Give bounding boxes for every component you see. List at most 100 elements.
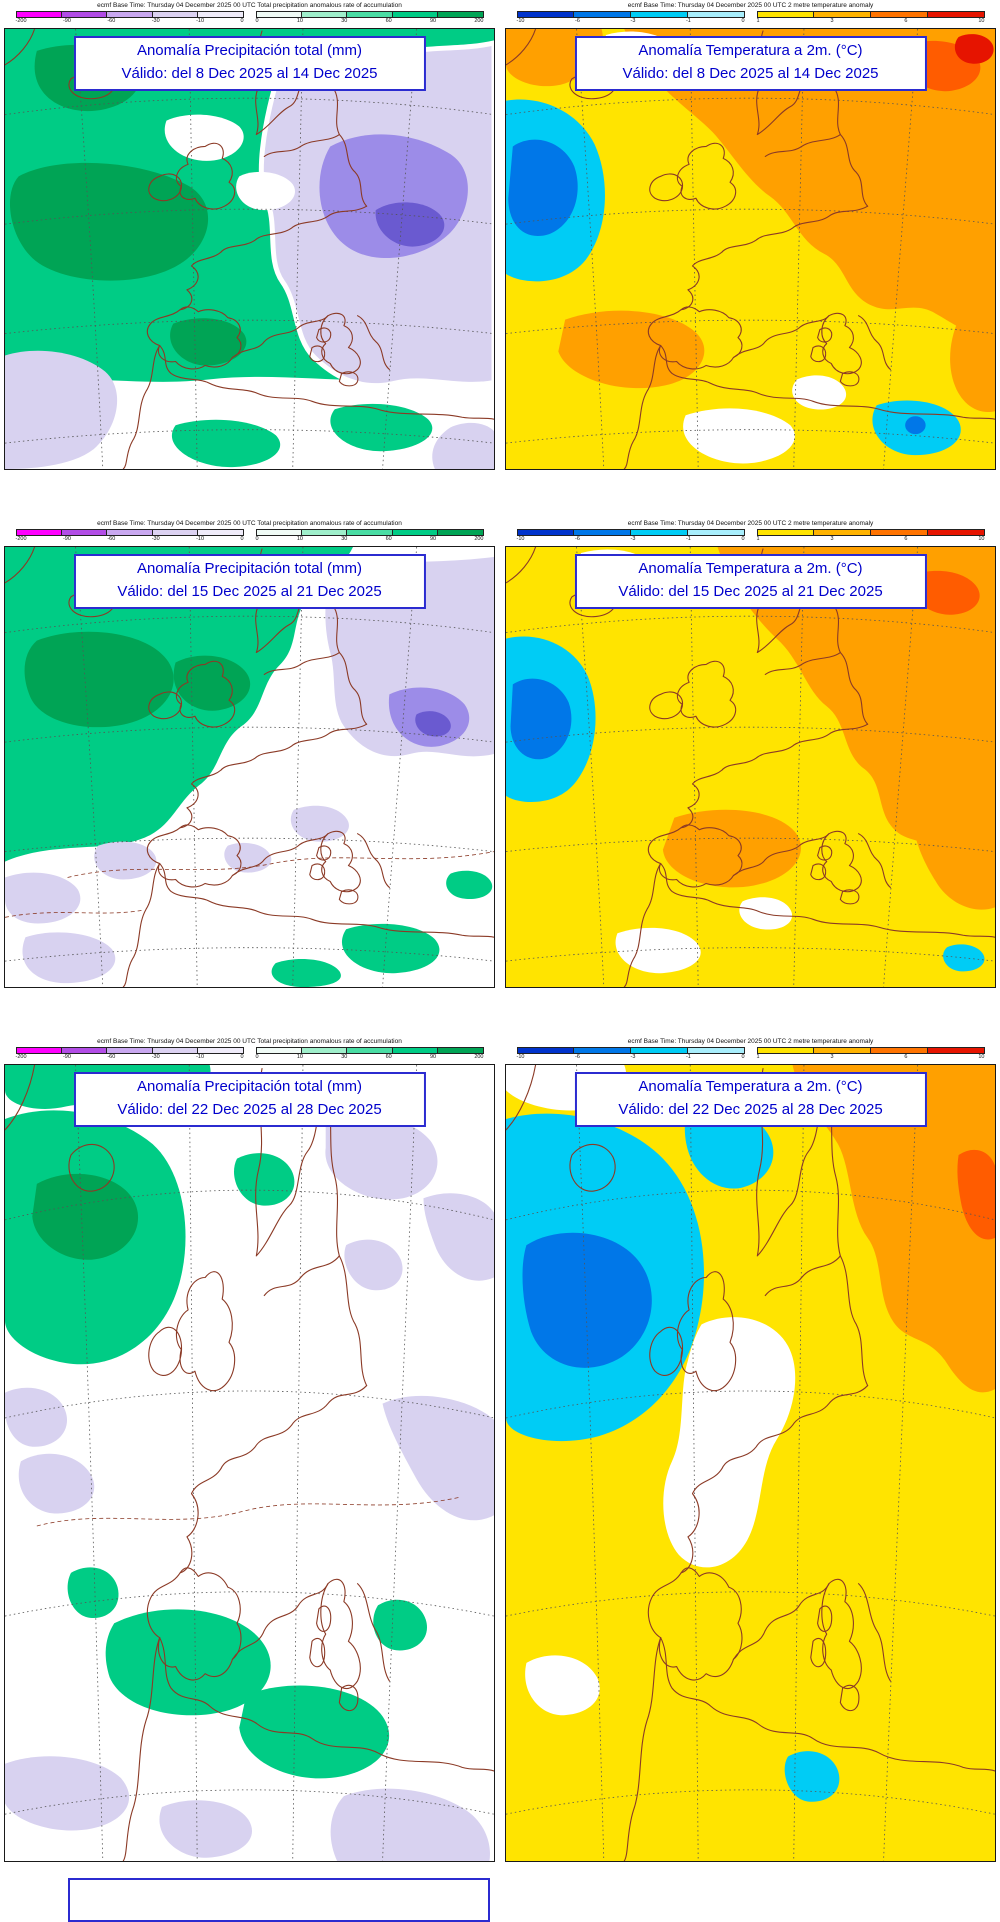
colorbar-tick: 10 <box>296 1054 303 1060</box>
map-title-box: Anomalía Precipitación total (mm) Válido… <box>73 1072 426 1127</box>
colorbar-cell <box>631 1048 688 1053</box>
colorbar-tick: 10 <box>978 536 985 542</box>
colorbar-tick: -1 <box>685 18 691 24</box>
anomaly-regions <box>506 1065 995 1802</box>
colorbar-cell <box>16 12 62 17</box>
colorbar-cell <box>438 530 483 535</box>
colorbar-cell <box>871 1048 928 1053</box>
colorbar-tick: -200 <box>15 1054 27 1060</box>
map-valid-range: Válido: del 8 Dec 2025 al 14 Dec 2025 <box>121 64 378 82</box>
colorbar-cell <box>517 12 575 17</box>
map-valid-range: Válido: del 8 Dec 2025 al 14 Dec 2025 <box>622 64 879 82</box>
colorbar-cell <box>152 12 199 17</box>
colorbar-tick: -10 <box>516 536 525 542</box>
colorbar-cell <box>517 1048 575 1053</box>
colorbar-cell <box>574 1048 631 1053</box>
colorbar-cell <box>16 1048 62 1053</box>
colorbar-tick: -30 <box>151 1054 160 1060</box>
colorbar-tick: 0 <box>255 18 259 24</box>
colorbar-cell <box>256 1048 302 1053</box>
colorbar-tick: -90 <box>62 18 71 24</box>
colorbar-cell <box>687 12 744 17</box>
map-canvas <box>5 29 494 469</box>
colorbar-tick: -10 <box>196 18 205 24</box>
colorbar-tick: 6 <box>904 18 908 24</box>
colorbar-tick: 0 <box>240 1054 244 1060</box>
colorbar-cell <box>61 12 108 17</box>
colorbar-cell <box>871 530 928 535</box>
colorbar-tick: -30 <box>151 18 160 24</box>
colorbar-cell <box>347 530 393 535</box>
colorbar-negative: -200 -90 -60 -30 -10 0 <box>15 11 244 25</box>
map-title-box: Anomalía Precipitación total (mm) Válido… <box>73 36 426 91</box>
colorbar-cell <box>687 530 744 535</box>
colorbar-tick: 200 <box>474 18 484 24</box>
colorbar-negative: -10 -6 -3 -1 0 <box>516 11 745 25</box>
map-title-box: Anomalía Temperatura a 2m. (°C) Válido: … <box>574 1072 927 1127</box>
colorbar-tick: 10 <box>978 1054 985 1060</box>
map-title: Anomalía Precipitación total (mm) <box>136 1078 363 1095</box>
colorbar-cell <box>814 530 871 535</box>
anomaly-regions <box>506 29 995 464</box>
colorbar-cell <box>757 1048 815 1053</box>
legend-header: ecmf Base Time: Thursday 04 December 202… <box>627 2 874 9</box>
temp-colorbar: -10 -6 -3 -1 0 1 3 6 10 <box>516 11 985 25</box>
map-title-box: Anomalía Temperatura a 2m. (°C) Válido: … <box>574 36 927 91</box>
colorbar-positive: 0 10 30 60 90 200 <box>255 11 484 25</box>
map-title-box: Anomalía Temperatura a 2m. (°C) Válido: … <box>574 554 927 609</box>
colorbar-tick: -6 <box>575 1054 580 1060</box>
panel-temp-week3: ecmf Base Time: Thursday 04 December 202… <box>505 1038 996 1862</box>
colorbar-cell <box>631 530 688 535</box>
colorbar-tick: -6 <box>575 536 580 542</box>
map-canvas <box>5 1065 494 1861</box>
colorbar-negative: -10 -6 -3 -1 0 <box>516 1047 745 1061</box>
colorbar-cell <box>198 1048 243 1053</box>
colorbar-cell <box>757 12 815 17</box>
map-precip-week2: Anomalía Precipitación total (mm) Válido… <box>4 546 495 988</box>
colorbar-tick: -60 <box>107 1054 116 1060</box>
temp-colorbar: -10 -6 -3 -1 0 1 3 6 10 <box>516 1047 985 1061</box>
legend-header: ecmf Base Time: Thursday 04 December 202… <box>627 1038 874 1045</box>
colorbar-tick: 0 <box>255 1054 259 1060</box>
row-next-partial <box>0 1878 1000 1922</box>
map-title: Anomalía Precipitación total (mm) <box>136 560 363 577</box>
colorbar-tick: 90 <box>429 536 437 542</box>
legend-strip: ecmf Base Time: Thursday 04 December 202… <box>4 2 495 28</box>
colorbar-cell <box>517 530 575 535</box>
colorbar-tick: -200 <box>15 536 27 542</box>
colorbar-tick: 0 <box>741 1054 745 1060</box>
map-temp-week3: Anomalía Temperatura a 2m. (°C) Válido: … <box>505 1064 996 1862</box>
legend-strip: ecmf Base Time: Thursday 04 December 202… <box>4 520 495 546</box>
panel-precip-week2: ecmf Base Time: Thursday 04 December 202… <box>4 520 495 988</box>
colorbar-cell <box>392 530 439 535</box>
colorbar-cell <box>347 12 393 17</box>
colorbar-cell <box>152 530 199 535</box>
colorbar-positive: 0 10 30 60 90 200 <box>255 529 484 543</box>
row-week1: ecmf Base Time: Thursday 04 December 202… <box>0 2 1000 470</box>
legend-strip: ecmf Base Time: Thursday 04 December 202… <box>505 520 996 546</box>
colorbar-tick: -6 <box>575 18 580 24</box>
colorbar-tick: -200 <box>15 18 27 24</box>
colorbar-tick: -10 <box>516 18 525 24</box>
colorbar-tick: -30 <box>151 536 160 542</box>
colorbar-tick: 0 <box>240 18 244 24</box>
map-valid-range: Válido: del 15 Dec 2025 al 21 Dec 2025 <box>117 582 382 600</box>
colorbar-negative: -200 -90 -60 -30 -10 0 <box>15 529 244 543</box>
partial-next-panel-box <box>67 1878 491 1922</box>
map-canvas <box>5 547 494 987</box>
colorbar-cell <box>927 1048 984 1053</box>
colorbar-cell <box>198 530 243 535</box>
legend-strip: ecmf Base Time: Thursday 04 December 202… <box>4 1038 495 1064</box>
colorbar-cell <box>392 12 439 17</box>
colorbar-tick: 6 <box>904 1054 908 1060</box>
colorbar-cell <box>927 530 984 535</box>
map-canvas <box>506 547 995 987</box>
colorbar-cell <box>687 1048 744 1053</box>
map-title: Anomalía Temperatura a 2m. (°C) <box>638 42 863 59</box>
map-canvas <box>506 29 995 469</box>
colorbar-tick: 0 <box>255 536 259 542</box>
colorbar-cell <box>107 12 153 17</box>
map-title: Anomalía Precipitación total (mm) <box>136 42 363 59</box>
map-temp-week1: Anomalía Temperatura a 2m. (°C) Válido: … <box>505 28 996 470</box>
colorbar-cell <box>107 530 153 535</box>
